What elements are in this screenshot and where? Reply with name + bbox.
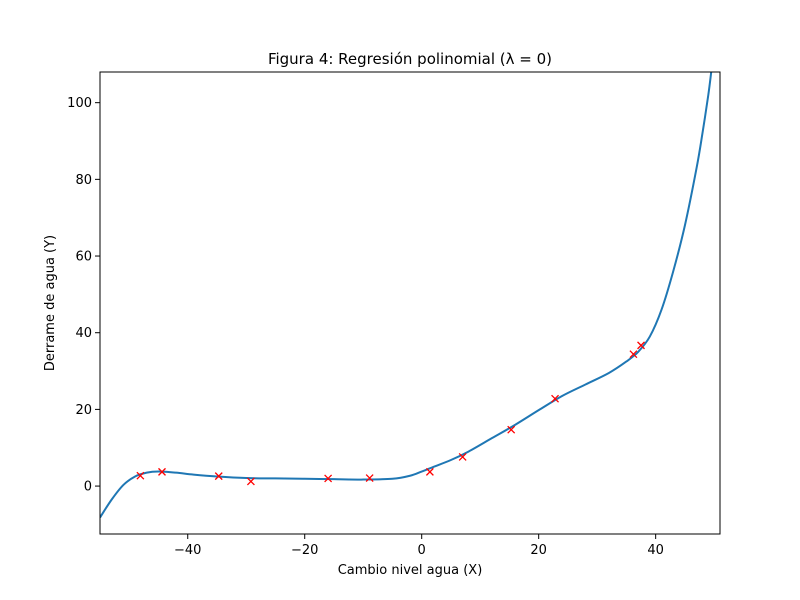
data-point-marker — [214, 472, 223, 481]
chart-title: Figura 4: Regresión polinomial (λ = 0) — [268, 50, 552, 68]
y-tick-label: 100 — [67, 96, 92, 111]
y-tick-label: 60 — [75, 250, 92, 265]
data-point-marker — [158, 467, 166, 476]
x-tick-label: −40 — [174, 543, 201, 558]
y-tick-label: 20 — [75, 403, 92, 418]
data-point-marker — [551, 394, 560, 403]
x-tick-label: 20 — [530, 543, 547, 558]
x-axis-label: Cambio nivel agua (X) — [338, 563, 483, 578]
y-tick-label: 80 — [75, 173, 92, 188]
data-point-marker — [246, 477, 255, 486]
data-point-marker — [458, 452, 467, 461]
y-tick-label: 0 — [84, 480, 92, 495]
plot-area: −40 −20 0 20 40 0 20 40 60 80 100 — [67, 71, 721, 558]
data-point-marker — [507, 425, 516, 434]
data-points-layer — [136, 341, 645, 486]
fit-curve — [100, 72, 713, 519]
data-point-marker — [629, 350, 638, 359]
data-point-marker — [425, 467, 434, 476]
data-point-marker — [637, 341, 645, 350]
data-point-marker — [365, 474, 374, 482]
x-tick-label: 0 — [418, 543, 426, 558]
x-tick-label: −20 — [291, 543, 318, 558]
y-axis-label: Derrame de agua (Y) — [43, 235, 58, 371]
x-tick-label: 40 — [647, 543, 664, 558]
data-point-marker — [136, 471, 145, 480]
fit-curve-layer — [100, 72, 713, 519]
plot-frame — [99, 71, 721, 535]
axis-ticks: −40 −20 0 20 40 0 20 40 60 80 100 — [67, 96, 664, 558]
data-point-marker — [324, 474, 333, 483]
y-tick-label: 40 — [75, 326, 92, 341]
